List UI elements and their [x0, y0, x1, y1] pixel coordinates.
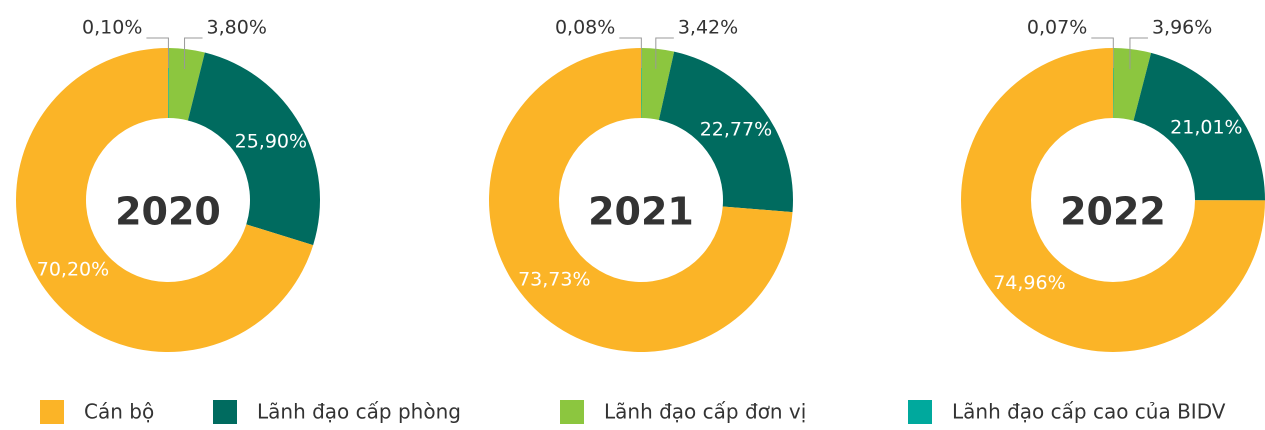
- center-title: 2022: [1060, 190, 1166, 234]
- leader-line: [146, 37, 169, 69]
- value-label: 0,07%: [1027, 17, 1087, 39]
- center-title: 2021: [588, 190, 694, 234]
- slice: [658, 51, 794, 213]
- legend-swatch: [40, 400, 64, 424]
- value-label: 3,96%: [1152, 17, 1212, 39]
- legend-label: Lãnh đạo cấp đơn vị: [604, 400, 806, 424]
- legend-swatch: [908, 400, 932, 424]
- leader-line: [619, 37, 642, 69]
- slice: [641, 48, 675, 120]
- legend-label: Lãnh đạo cấp cao của BIDV: [952, 400, 1226, 424]
- value-label: 0,10%: [82, 17, 142, 39]
- legend-swatch: [213, 400, 237, 424]
- value-label: 3,42%: [678, 17, 738, 39]
- leader-line: [655, 37, 674, 69]
- value-label: 22,77%: [700, 118, 772, 140]
- slice: [168, 48, 205, 121]
- slice: [1133, 52, 1265, 201]
- value-label: 0,08%: [555, 17, 615, 39]
- legend-label: Cán bộ: [84, 400, 154, 424]
- leader-line: [1129, 37, 1148, 70]
- value-label: 70,20%: [37, 258, 109, 280]
- leader-line: [184, 37, 203, 70]
- slice: [1113, 48, 1152, 121]
- value-label: 73,73%: [518, 269, 590, 291]
- leader-line: [1091, 37, 1114, 69]
- value-label: 74,96%: [993, 272, 1065, 294]
- legend-swatch: [560, 400, 584, 424]
- value-label: 25,90%: [235, 131, 307, 153]
- slice: [489, 48, 793, 352]
- value-label: 21,01%: [1170, 116, 1242, 138]
- slice: [16, 48, 314, 352]
- slice: [187, 52, 320, 246]
- slice: [961, 48, 1265, 352]
- legend-label: Lãnh đạo cấp phòng: [257, 400, 461, 424]
- value-label: 3,80%: [207, 17, 267, 39]
- center-title: 2020: [115, 190, 221, 234]
